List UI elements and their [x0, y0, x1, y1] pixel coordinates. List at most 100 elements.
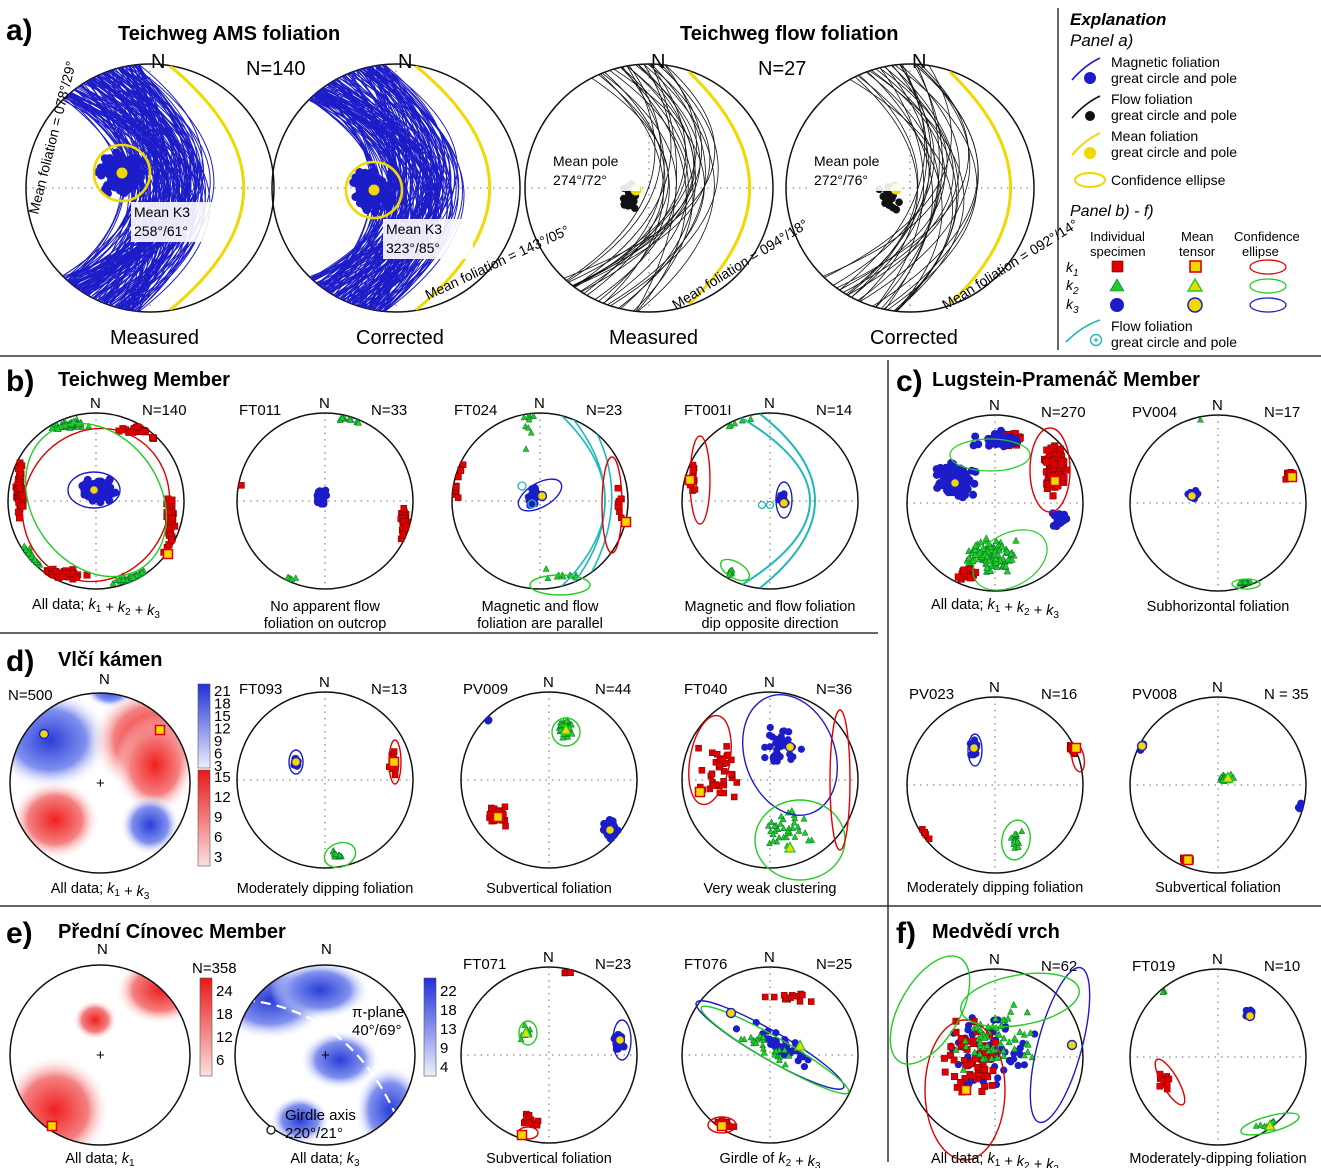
magnetic-foliation-great-circle: [105, 71, 196, 312]
confidence-ellipse-swatch: [1074, 172, 1106, 188]
k2-specimen: [780, 824, 787, 832]
density-blob: [115, 715, 190, 815]
net-caption: Moderately-dipping foliation: [1129, 1151, 1306, 1167]
magnetic-foliation-great-circle: [343, 66, 455, 301]
count-label: N=23: [586, 402, 622, 419]
k2-specimen: [1011, 830, 1019, 837]
flow-pole: [895, 198, 903, 206]
k2-specimen: [992, 554, 1000, 562]
k2-specimen: [129, 573, 137, 581]
north-label: N: [764, 674, 775, 691]
k1-mean: [694, 786, 706, 798]
k3-specimen: [605, 816, 614, 825]
k1-specimen: [925, 835, 933, 843]
magnetic-foliation-great-circle: [310, 97, 428, 284]
k1-specimen: [716, 789, 724, 797]
k2-specimen: [988, 1054, 996, 1062]
flow-foliation-great-circle: [759, 413, 816, 589]
k2-specimen: [994, 550, 1002, 558]
mean-label-bg: [550, 151, 640, 191]
confidence-ellipse: [1001, 819, 1031, 861]
magnetic-foliation-great-circle: [313, 94, 442, 312]
count-label: N=25: [816, 956, 852, 973]
axis-k: + k: [1000, 600, 1025, 616]
legend: Explanation Panel a) Magnetic foliation …: [1065, 10, 1300, 350]
flow-foliation-great-circle: [603, 70, 689, 304]
k2-specimen: [756, 1031, 764, 1039]
k3-specimen: [107, 489, 116, 498]
flow-foliation-great-circle: [584, 419, 613, 585]
confidence-ellipse: [518, 1020, 538, 1046]
specimen-id: FT040: [684, 681, 727, 698]
net-caption: Magnetic and flow foliation: [685, 599, 856, 615]
specimen-id: PV008: [1132, 686, 1177, 703]
north-label: N: [97, 941, 108, 958]
magnetic-foliation-great-circle: [128, 65, 157, 312]
k2-specimen: [991, 1014, 1000, 1022]
magnetic-foliation-great-circle: [352, 71, 439, 310]
k1-specimen: [168, 536, 176, 544]
k1-specimen: [722, 759, 729, 767]
k3-specimen: [932, 470, 941, 479]
red-scale-tick: 24: [216, 983, 233, 1000]
clipped-layer: [559, 413, 613, 589]
k2-specimen: [524, 424, 532, 431]
k3-mean: [784, 741, 796, 753]
axis-k: + k: [1030, 1157, 1055, 1168]
confidence-ellipse: [719, 558, 751, 582]
flow-foliation-great-circle: [836, 64, 969, 289]
axis-sub: 1: [1073, 268, 1079, 279]
k2-specimen: [760, 1049, 768, 1056]
legend-item-label: great circle and pole: [1111, 70, 1237, 86]
stereonet: Mean K3 258°/61° Mean foliation = 078°/29°…: [25, 59, 275, 349]
k3-specimen: [1015, 1046, 1023, 1055]
flow-foliation-great-circle: [839, 64, 926, 291]
confidence-ellipse: [612, 1019, 632, 1061]
legend-col-individual: specimen: [1090, 244, 1146, 259]
axis-k: k: [1066, 277, 1074, 293]
mean-pole-swatch: [1084, 147, 1096, 159]
k1-specimen: [940, 1054, 948, 1062]
mean-confidence-ellipse: [92, 143, 152, 203]
north-label: N: [543, 949, 554, 966]
north-label: N: [989, 951, 1000, 968]
k1-specimen: [708, 770, 716, 778]
k3-mean: [290, 756, 302, 768]
k1-specimen: [614, 484, 622, 492]
k1-mean: [162, 548, 174, 560]
k3-specimen: [964, 1021, 973, 1030]
k3-specimen: [384, 192, 394, 201]
k2-specimen: [28, 552, 36, 560]
k1-specimen: [502, 822, 509, 830]
flow-foliation-great-circle: [891, 65, 959, 312]
k2-mean: [793, 1039, 807, 1051]
k2-specimen: [1010, 1000, 1018, 1008]
net-caption: Moderately dipping foliation: [907, 880, 1084, 896]
axis-k: + k: [791, 1154, 816, 1168]
flow-foliation-great-circle: [824, 65, 952, 278]
flow-foliation-great-circle: [869, 70, 965, 312]
k2-specimen: [1014, 843, 1022, 850]
blue-scale-bar: [197, 683, 211, 769]
magnetic-foliation-great-circle: [328, 67, 428, 293]
k1-specimen: [807, 998, 815, 1005]
k2-specimen: [1003, 547, 1011, 555]
k3-specimen: [779, 737, 787, 746]
k2-specimen: [996, 1039, 1005, 1047]
blue-scale-tick: 18: [214, 696, 231, 713]
confidence-ellipse: [21, 427, 171, 583]
magnetic-foliation-great-circle: [337, 65, 425, 298]
k2-specimen: [31, 555, 39, 563]
k2-specimen: [999, 1046, 1007, 1054]
red-scale-bar: [197, 769, 211, 867]
k1-specimen: [941, 1068, 949, 1076]
north-label: N: [319, 395, 330, 412]
mean-label-bg: [131, 202, 221, 242]
k2-specimen: [992, 537, 1000, 545]
k1-specimen: [974, 1064, 982, 1071]
mean-label: Mean K3: [386, 221, 442, 237]
k3-specimen: [971, 432, 980, 441]
confidence-ellipse: [1029, 427, 1071, 513]
k1-mean: [154, 724, 166, 736]
